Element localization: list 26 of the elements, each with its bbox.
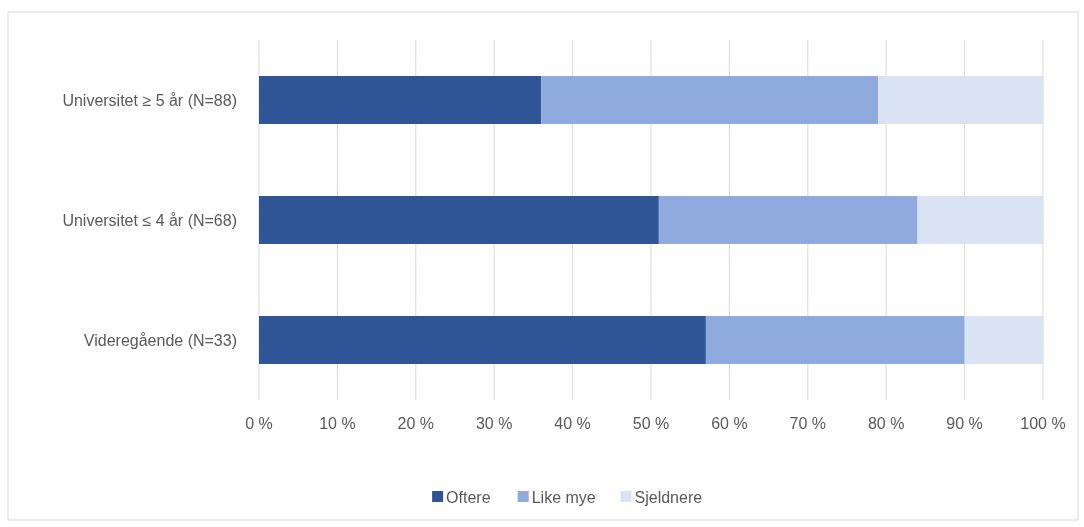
x-tick-label: 0 % <box>245 415 273 432</box>
bar <box>259 196 659 244</box>
x-tick-label: 50 % <box>632 415 670 432</box>
y-tick-label: Universitet ≤ 4 år (N=68) <box>62 211 237 229</box>
bar <box>259 316 706 364</box>
x-tick-label: 60 % <box>711 415 748 432</box>
x-tick-label: 80 % <box>867 415 905 432</box>
x-tick-label: 40 % <box>554 415 591 432</box>
legend-label: Like mye <box>531 488 596 506</box>
bar <box>658 196 918 244</box>
x-tick-label: 90 % <box>946 415 983 432</box>
bar <box>878 76 1043 124</box>
bar <box>917 196 1043 244</box>
x-tick-label: 20 % <box>397 415 435 432</box>
bar <box>259 76 542 124</box>
y-tick-label: Videregående (N=33) <box>83 331 237 349</box>
x-tick-label: 10 % <box>319 415 356 432</box>
legend-label: Sjeldnere <box>634 488 703 506</box>
x-tick-label: 30 % <box>475 415 513 432</box>
x-tick-label: 100 % <box>1020 415 1066 432</box>
bar <box>705 316 965 364</box>
bar <box>964 316 1043 364</box>
legend-label: Oftere <box>446 488 491 506</box>
x-tick-label: 70 % <box>789 415 827 432</box>
bar <box>541 76 879 124</box>
y-tick-label: Universitet ≥ 5 år (N=88) <box>62 91 237 109</box>
